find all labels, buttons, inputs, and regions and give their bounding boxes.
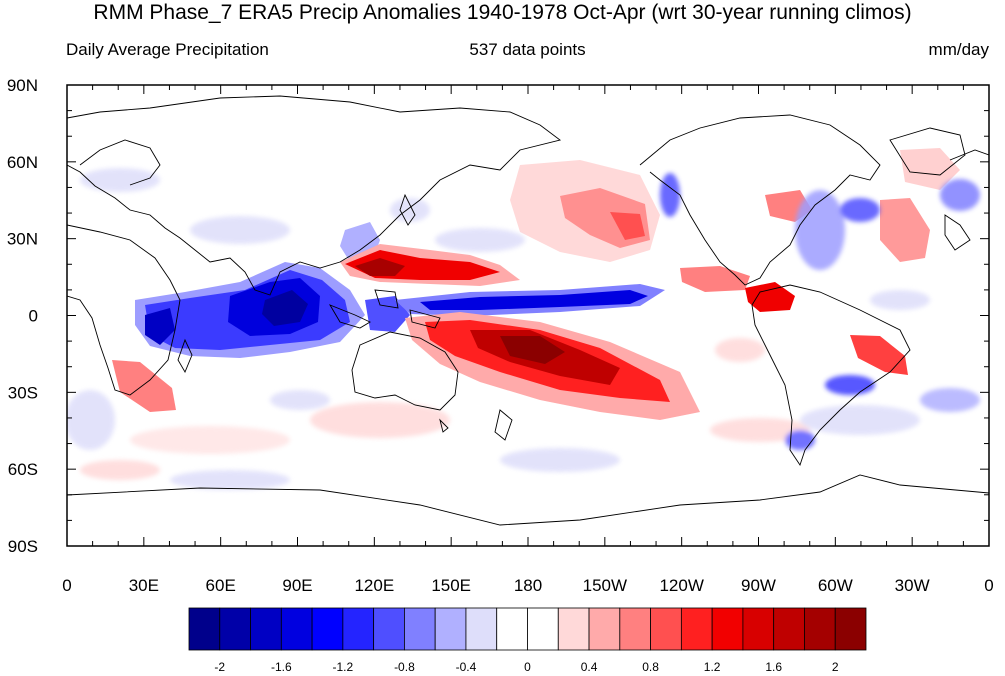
lat-label: 0 (29, 307, 38, 326)
lat-label: 90S (8, 537, 38, 556)
colorbar-box (496, 607, 528, 651)
negative-anomaly-equatorial-pacific (395, 284, 665, 316)
subtitle-data-points: 537 data points (469, 40, 586, 59)
weak-anomaly-patches (67, 168, 980, 490)
subtitle-variable: Daily Average Precipitation (66, 40, 269, 59)
colorbar-box (188, 607, 221, 651)
colorbar-tick-label: 1.2 (704, 660, 721, 674)
lon-label: 30W (895, 576, 930, 595)
colorbar-tick-label: -2 (214, 660, 225, 674)
lon-label: 60W (818, 576, 853, 595)
lat-label: 60N (7, 153, 38, 172)
colorbar-tick-label: -0.8 (394, 660, 415, 674)
colorbar-box (434, 607, 467, 651)
colorbar-box (311, 607, 344, 651)
lat-label: 90N (7, 76, 38, 95)
colorbar-box (557, 607, 590, 651)
colorbar-tick-label: -1.2 (333, 660, 354, 674)
positive-anomaly-americas (112, 148, 960, 412)
positive-anomaly-north-pacific (510, 160, 660, 262)
colorbar-box (680, 607, 713, 651)
lat-label: 60S (8, 460, 38, 479)
lon-label: 0 (62, 576, 71, 595)
colorbar-box (742, 607, 775, 651)
anomaly-field (67, 95, 989, 526)
colorbar-tick-label: -1.6 (271, 660, 292, 674)
lon-label: 120E (354, 576, 394, 595)
lon-label: 30E (129, 576, 159, 595)
lon-label: 120W (659, 576, 703, 595)
positive-anomaly-west-pacific (340, 244, 520, 286)
lon-label: 60E (206, 576, 236, 595)
colorbar-box (527, 607, 559, 651)
lon-label: 90W (741, 576, 776, 595)
coastlines (67, 95, 989, 526)
axis-ticks (66, 84, 990, 547)
negative-anomaly-indian-ocean (135, 222, 410, 358)
latitude-labels: 90N 60N 30N 0 30S 60S 90S (7, 76, 38, 556)
colorbar-box (342, 607, 375, 651)
colorbar-box (404, 607, 436, 651)
colorbar-box (588, 607, 621, 651)
colorbar-tick-label: -0.4 (456, 660, 477, 674)
colorbar-box (465, 607, 498, 651)
colorbar-box (650, 607, 682, 651)
colorbar-box (219, 607, 251, 651)
colorbar-box (280, 607, 313, 651)
colorbar-labels: -2 -1.6 -1.2 -0.8 -0.4 0 0.4 0.8 1.2 1.6 2 (214, 660, 838, 674)
lon-label: 180 (514, 576, 542, 595)
colorbar-box (250, 607, 282, 651)
colorbar-tick-label: 0 (524, 660, 531, 674)
colorbar-box (711, 607, 744, 651)
lon-label: 150W (583, 576, 627, 595)
map-title: RMM Phase_7 ERA5 Precip Anomalies 1940-1… (93, 1, 912, 24)
colorbar-tick-label: 1.6 (765, 660, 782, 674)
longitude-labels: 0 30E 60E 90E 120E 150E 180 150W 120W 90W 60W 30W 0 (62, 576, 993, 595)
colorbar-box (804, 607, 836, 651)
colorbar-tick-label: 0.4 (581, 660, 598, 674)
colorbar-tick-label: 0.8 (642, 660, 659, 674)
lon-label: 0 (984, 576, 993, 595)
colorbar (188, 607, 867, 651)
colorbar-box (834, 607, 867, 651)
colorbar-tick-label: 2 (832, 660, 839, 674)
colorbar-box (773, 607, 805, 651)
colorbar-box (619, 607, 651, 651)
positive-anomaly-south-pacific (405, 312, 700, 420)
lon-label: 90E (282, 576, 312, 595)
lon-label: 150E (431, 576, 471, 595)
colorbar-box (373, 607, 405, 651)
lat-label: 30N (7, 230, 38, 249)
lat-label: 30S (8, 383, 38, 402)
subtitle-units: mm/day (928, 40, 989, 59)
